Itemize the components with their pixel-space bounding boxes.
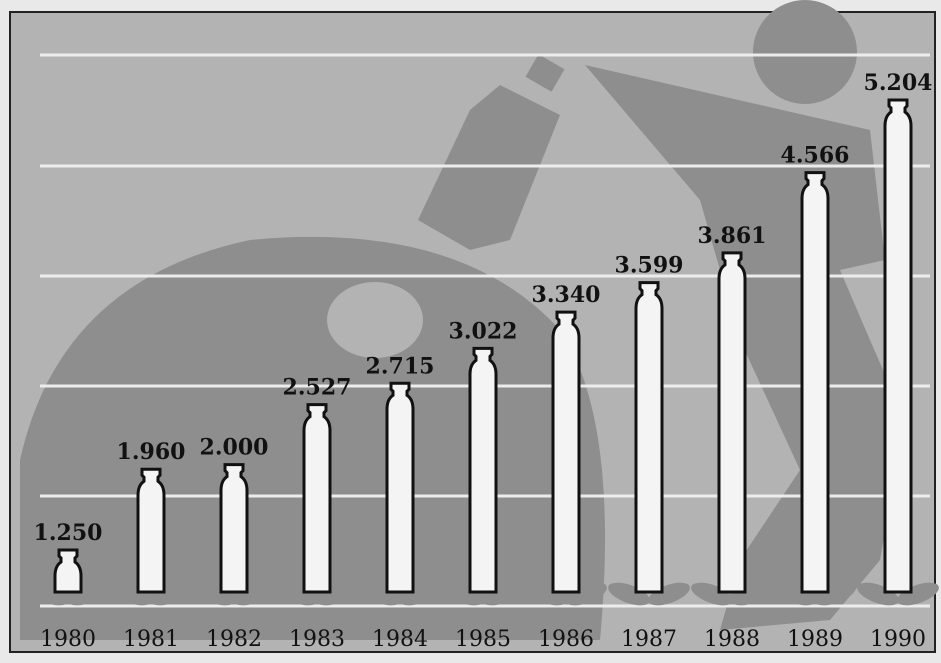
bar <box>470 348 496 592</box>
value-label: 2.000 <box>200 435 269 461</box>
value-label: 3.861 <box>698 223 767 249</box>
illustration-hole <box>327 282 423 358</box>
bar <box>885 100 911 592</box>
value-label: 4.566 <box>781 143 850 169</box>
x-tick-label: 1981 <box>123 627 179 652</box>
bar <box>221 465 247 592</box>
bar <box>553 312 579 592</box>
x-tick-label: 1986 <box>538 627 594 652</box>
value-label: 2.715 <box>366 353 435 379</box>
bar <box>636 283 662 592</box>
x-tick-label: 1985 <box>455 627 511 652</box>
bar <box>802 173 828 592</box>
x-tick-label: 1987 <box>621 627 677 652</box>
value-label: 3.599 <box>615 253 684 279</box>
x-tick-label: 1982 <box>206 627 262 652</box>
value-label: 1.960 <box>117 439 186 465</box>
bar <box>55 550 81 592</box>
value-label: 3.022 <box>449 318 518 344</box>
x-tick-label: 1988 <box>704 627 760 652</box>
x-tick-label: 1983 <box>289 627 345 652</box>
chart: 1.250 1980 1.960 1981 2.000 1982 2.527 1983 2.71… <box>0 0 941 663</box>
x-tick-label: 1990 <box>870 627 926 652</box>
x-tick-label: 1980 <box>40 627 96 652</box>
bar <box>387 383 413 592</box>
bar <box>719 253 745 592</box>
value-label: 2.527 <box>283 375 352 401</box>
x-tick-label: 1984 <box>372 627 428 652</box>
bar <box>304 405 330 592</box>
x-tick-label: 1989 <box>787 627 843 652</box>
value-label: 3.340 <box>532 282 601 308</box>
value-label: 1.250 <box>34 520 103 546</box>
bar <box>138 469 164 592</box>
value-label: 5.204 <box>864 70 933 96</box>
